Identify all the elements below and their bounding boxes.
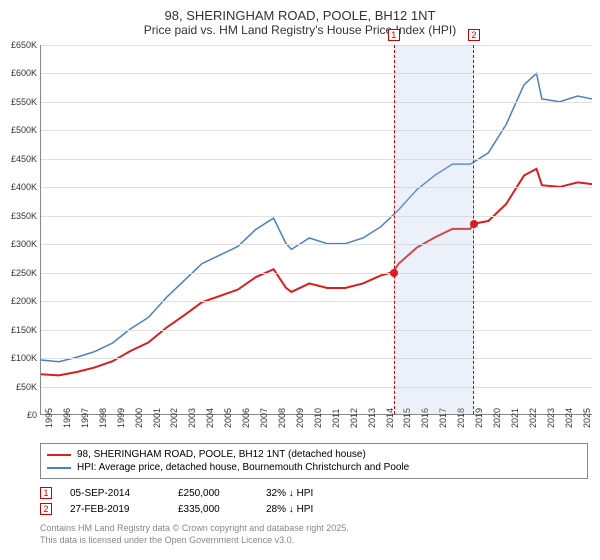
- gridline: [41, 159, 592, 160]
- sales-table: 1 05-SEP-2014 £250,000 32% ↓ HPI 2 27-FE…: [40, 485, 588, 517]
- gridline: [41, 187, 592, 188]
- gridline: [41, 358, 592, 359]
- price-marker-label: 1: [388, 29, 400, 41]
- x-tick-label: 2004: [205, 408, 215, 428]
- price-dot-icon: [390, 269, 398, 277]
- gridline: [41, 387, 592, 388]
- footer-attribution: Contains HM Land Registry data © Crown c…: [40, 523, 588, 546]
- sale-marker-icon: 2: [40, 503, 52, 515]
- sale-diff: 28% ↓ HPI: [266, 504, 356, 515]
- sale-date: 05-SEP-2014: [70, 488, 160, 499]
- gridline: [41, 73, 592, 74]
- series-hpi: [41, 73, 592, 361]
- x-tick-label: 2010: [313, 408, 323, 428]
- line-chart: £0£50K£100K£150K£200K£250K£300K£350K£400…: [40, 45, 592, 415]
- x-tick-label: 2000: [134, 408, 144, 428]
- gridline: [41, 301, 592, 302]
- y-tick-label: £350K: [1, 211, 37, 221]
- y-tick-label: £600K: [1, 68, 37, 78]
- gridline: [41, 45, 592, 46]
- x-tick-label: 2002: [169, 408, 179, 428]
- x-tick-label: 2008: [277, 408, 287, 428]
- x-tick-label: 2021: [510, 408, 520, 428]
- x-tick-label: 2022: [528, 408, 538, 428]
- gridline: [41, 130, 592, 131]
- gridline: [41, 244, 592, 245]
- sale-marker-icon: 1: [40, 487, 52, 499]
- x-tick-label: 2023: [546, 408, 556, 428]
- legend-item: HPI: Average price, detached house, Bour…: [47, 461, 581, 474]
- x-tick-label: 2020: [492, 408, 502, 428]
- y-tick-label: £500K: [1, 125, 37, 135]
- y-tick-label: £250K: [1, 268, 37, 278]
- gridline: [41, 216, 592, 217]
- x-tick-label: 2009: [295, 408, 305, 428]
- x-tick-label: 1998: [98, 408, 108, 428]
- legend-label: 98, SHERINGHAM ROAD, POOLE, BH12 1NT (de…: [77, 449, 366, 460]
- x-tick-label: 2003: [187, 408, 197, 428]
- price-marker-label: 2: [468, 29, 480, 41]
- footer-line-1: Contains HM Land Registry data © Crown c…: [40, 523, 588, 535]
- y-tick-label: £400K: [1, 182, 37, 192]
- x-tick-label: 2007: [259, 408, 269, 428]
- x-tick-label: 1999: [116, 408, 126, 428]
- y-tick-label: £50K: [1, 382, 37, 392]
- title-line-1: 98, SHERINGHAM ROAD, POOLE, BH12 1NT: [0, 8, 600, 23]
- title-line-2: Price paid vs. HM Land Registry's House …: [0, 23, 600, 37]
- price-dot-icon: [470, 220, 478, 228]
- y-tick-label: £450K: [1, 154, 37, 164]
- legend: 98, SHERINGHAM ROAD, POOLE, BH12 1NT (de…: [40, 443, 588, 479]
- x-tick-label: 2012: [349, 408, 359, 428]
- sales-row: 2 27-FEB-2019 £335,000 28% ↓ HPI: [40, 501, 588, 517]
- legend-swatch: [47, 454, 71, 456]
- gridline: [41, 273, 592, 274]
- chart-title-block: 98, SHERINGHAM ROAD, POOLE, BH12 1NT Pri…: [0, 0, 600, 41]
- x-tick-label: 2005: [223, 408, 233, 428]
- gridline: [41, 102, 592, 103]
- gridline: [41, 330, 592, 331]
- legend-item: 98, SHERINGHAM ROAD, POOLE, BH12 1NT (de…: [47, 448, 581, 461]
- shaded-region: [394, 45, 474, 414]
- x-tick-label: 1997: [80, 408, 90, 428]
- legend-label: HPI: Average price, detached house, Bour…: [77, 462, 409, 473]
- sale-price: £250,000: [178, 488, 248, 499]
- y-tick-label: £300K: [1, 239, 37, 249]
- x-tick-label: 1996: [62, 408, 72, 428]
- y-tick-label: £0: [1, 410, 37, 420]
- x-tick-label: 2024: [564, 408, 574, 428]
- sale-diff: 32% ↓ HPI: [266, 488, 356, 499]
- legend-swatch: [47, 467, 71, 469]
- x-tick-label: 2019: [474, 408, 484, 428]
- x-tick-label: 2013: [367, 408, 377, 428]
- x-tick-label: 2006: [241, 408, 251, 428]
- y-tick-label: £100K: [1, 353, 37, 363]
- x-tick-label: 2025: [582, 408, 592, 428]
- y-tick-label: £200K: [1, 296, 37, 306]
- x-tick-label: 2001: [152, 408, 162, 428]
- footer-line-2: This data is licensed under the Open Gov…: [40, 535, 588, 547]
- x-tick-label: 1995: [44, 408, 54, 428]
- y-tick-label: £650K: [1, 40, 37, 50]
- y-tick-label: £550K: [1, 97, 37, 107]
- sale-date: 27-FEB-2019: [70, 504, 160, 515]
- sales-row: 1 05-SEP-2014 £250,000 32% ↓ HPI: [40, 485, 588, 501]
- sale-price: £335,000: [178, 504, 248, 515]
- x-tick-label: 2011: [331, 409, 341, 428]
- y-tick-label: £150K: [1, 325, 37, 335]
